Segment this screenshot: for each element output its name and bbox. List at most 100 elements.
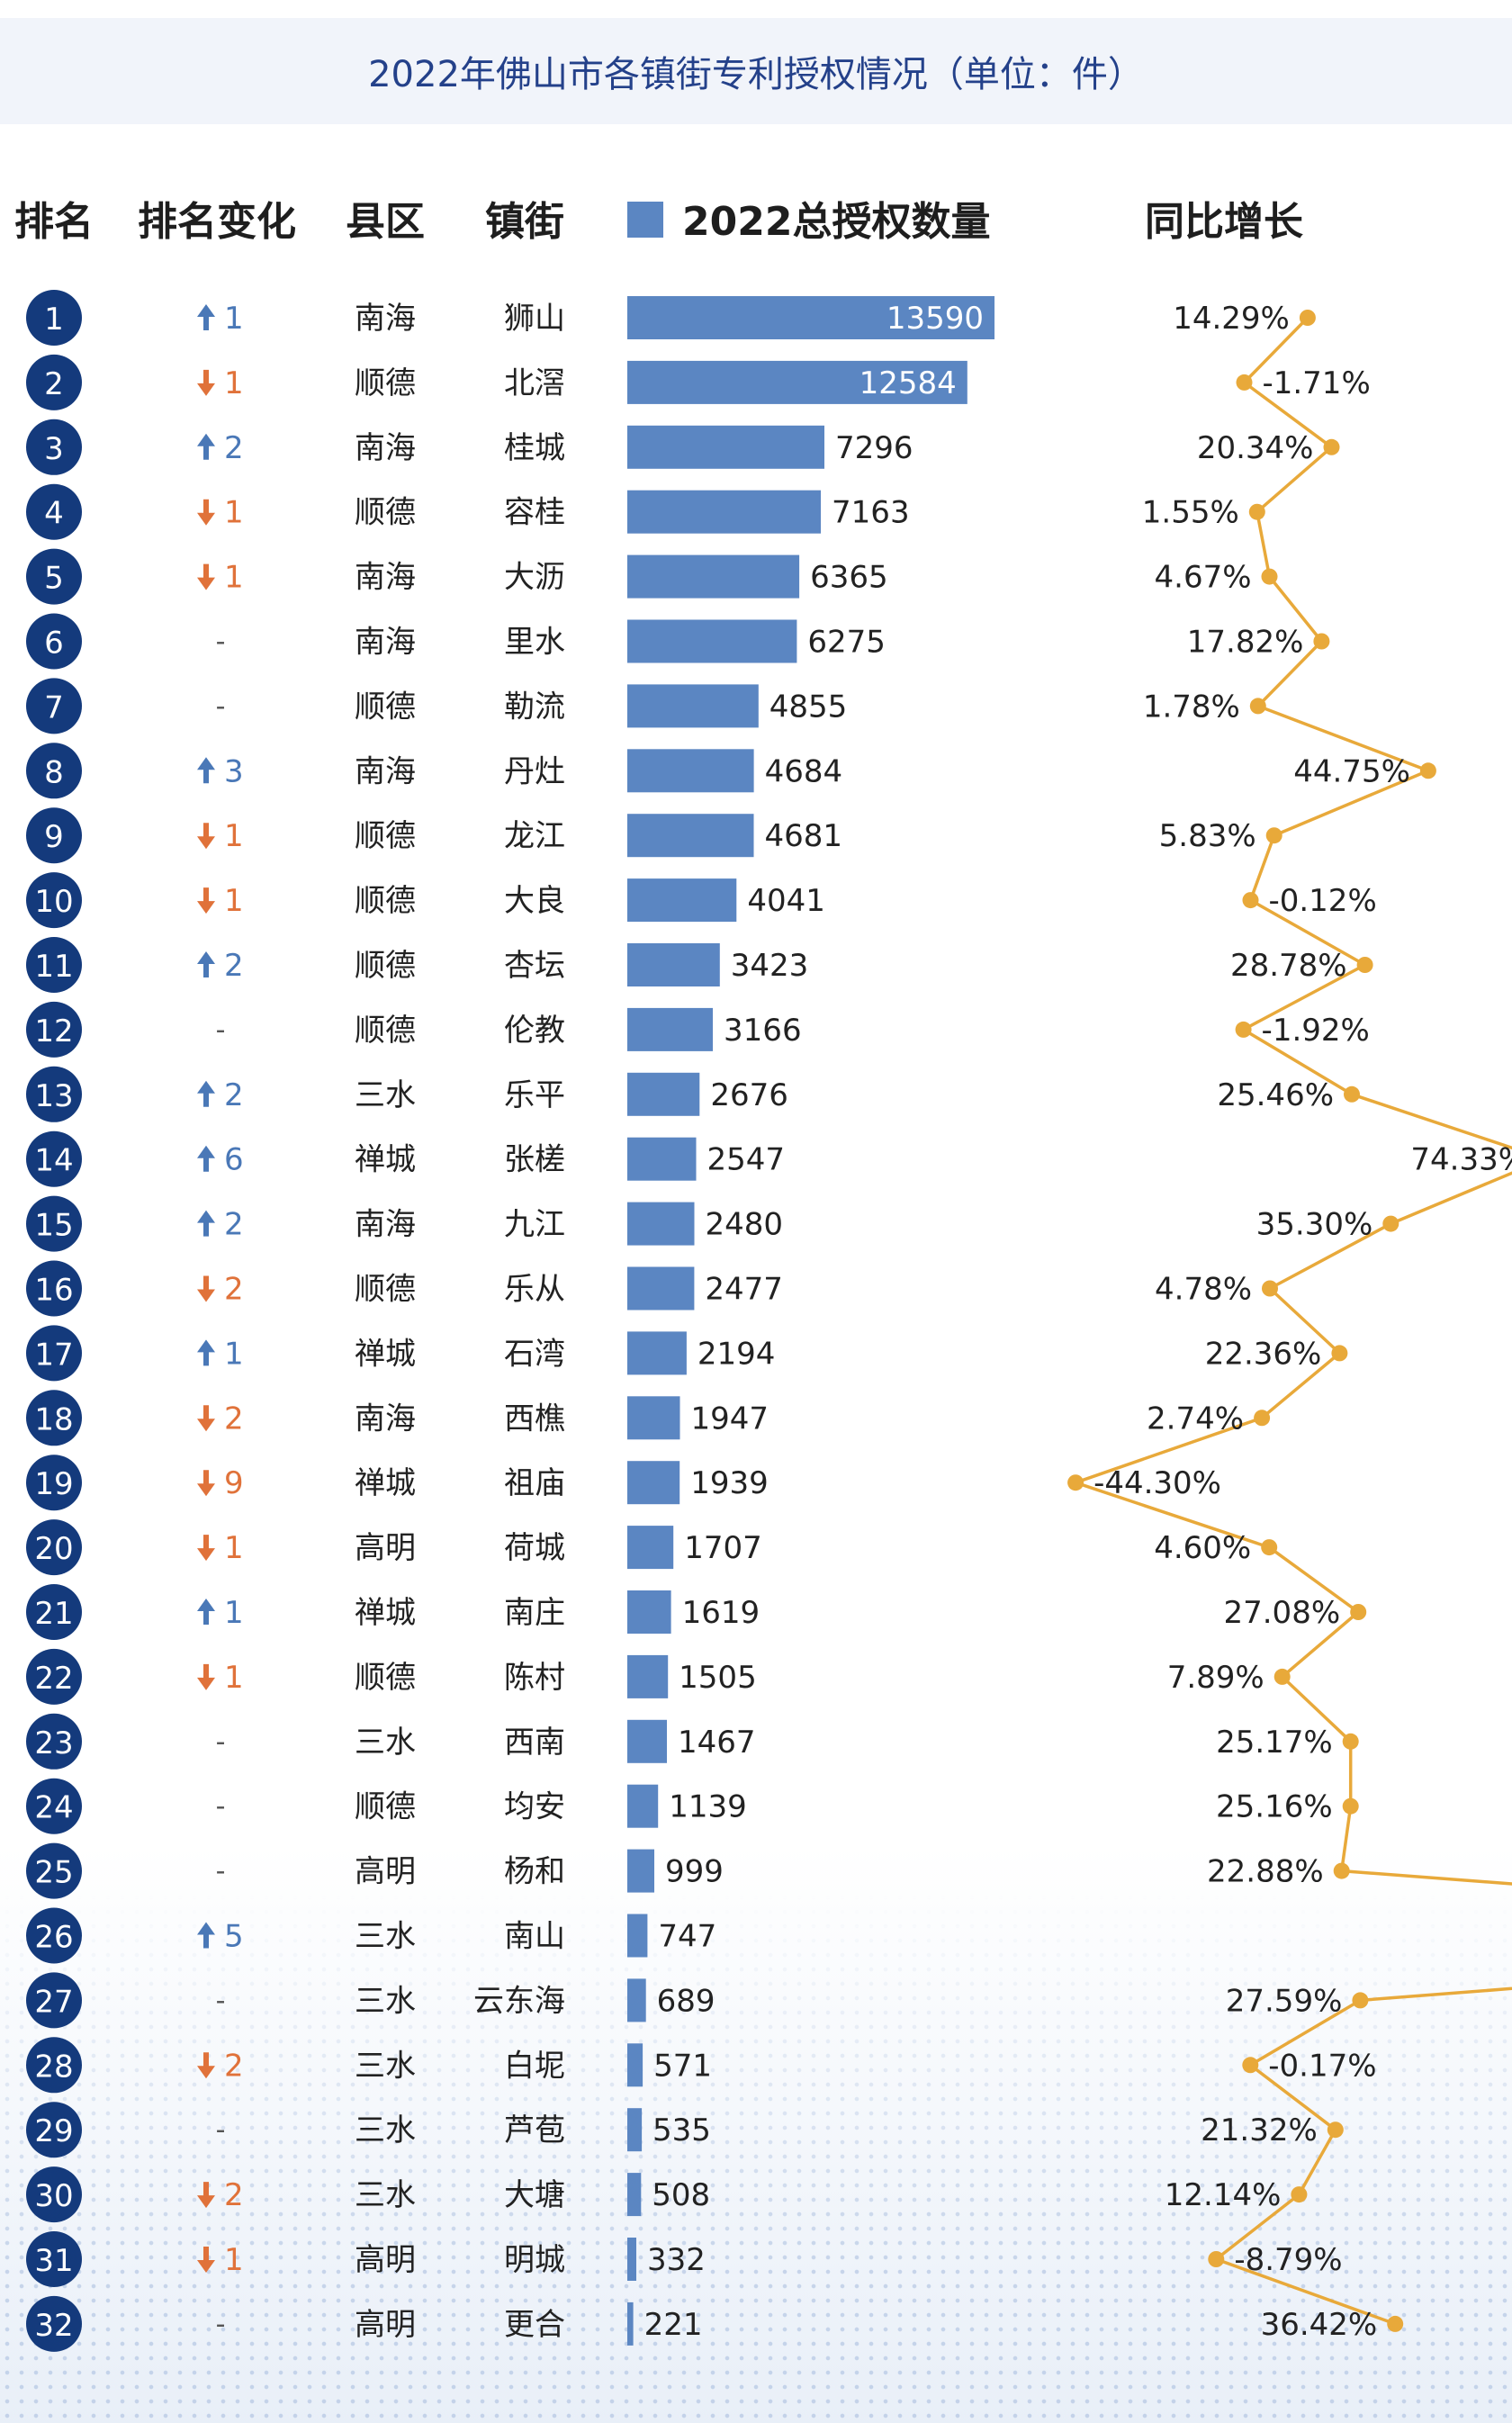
arrow-down-icon bbox=[197, 1535, 215, 1562]
rank-number: 24 bbox=[34, 1790, 73, 1826]
rank-circle bbox=[26, 1195, 82, 1252]
district-label: 高明 bbox=[355, 1530, 416, 1566]
town-label: 龙江 bbox=[504, 818, 565, 854]
rank-change-value: 2 bbox=[224, 948, 244, 984]
town-label: 白坭 bbox=[504, 2048, 565, 2084]
rank-number: 32 bbox=[34, 2308, 73, 2344]
rank-number: 29 bbox=[34, 2113, 73, 2149]
growth-label: 22.36% bbox=[1205, 1336, 1322, 1372]
rank-circle bbox=[26, 1260, 82, 1317]
growth-point bbox=[1261, 1539, 1278, 1556]
bar bbox=[627, 425, 824, 469]
rank-number: 26 bbox=[34, 1920, 73, 1956]
bar bbox=[627, 1396, 680, 1440]
growth-point bbox=[1342, 1797, 1359, 1815]
rank-circle bbox=[26, 2102, 82, 2158]
rank-number: 15 bbox=[34, 1208, 73, 1244]
rank-change-none: - bbox=[216, 626, 226, 658]
rank-number: 18 bbox=[34, 1401, 73, 1437]
district-label: 三水 bbox=[355, 2177, 416, 2213]
legend-swatch-total bbox=[627, 202, 663, 238]
bar-value: 2477 bbox=[705, 1272, 783, 1308]
growth-point bbox=[1382, 1215, 1400, 1232]
arrow-up-icon bbox=[197, 1080, 215, 1107]
rank-change-value: 2 bbox=[224, 1401, 244, 1437]
district-label: 三水 bbox=[355, 1077, 416, 1113]
growth-point bbox=[1242, 2057, 1259, 2074]
town-label: 杏坛 bbox=[504, 948, 565, 984]
bar bbox=[627, 554, 800, 599]
rank-circle bbox=[26, 1001, 82, 1058]
district-label: 高明 bbox=[355, 2242, 416, 2278]
rank-number: 27 bbox=[34, 1984, 73, 2020]
rank-change-none: - bbox=[216, 1985, 226, 2016]
growth-label: 20.34% bbox=[1197, 430, 1314, 466]
district-label: 顺德 bbox=[355, 1272, 416, 1308]
bar-value: 1939 bbox=[690, 1465, 769, 1501]
growth-label: 35.30% bbox=[1256, 1207, 1373, 1243]
bar-value: 508 bbox=[652, 2177, 710, 2213]
background-gradient bbox=[0, 1845, 1512, 2423]
district-label: 顺德 bbox=[355, 689, 416, 725]
town-label: 西樵 bbox=[504, 1401, 565, 1437]
rank-change-none: - bbox=[216, 1014, 226, 1046]
bar-value: 332 bbox=[647, 2242, 706, 2278]
bar bbox=[627, 1849, 654, 1893]
growth-point bbox=[1235, 1021, 1252, 1038]
growth-label: 2.74% bbox=[1147, 1401, 1244, 1437]
arrow-down-icon bbox=[197, 2247, 215, 2273]
bar bbox=[627, 2301, 634, 2346]
town-label: 石湾 bbox=[504, 1336, 565, 1372]
rank-number: 21 bbox=[34, 1596, 73, 1632]
town-label: 杨和 bbox=[504, 1854, 565, 1890]
town-label: 大良 bbox=[504, 883, 565, 919]
arrow-down-icon bbox=[197, 2052, 215, 2079]
district-label: 南海 bbox=[355, 430, 416, 466]
rank-number: 8 bbox=[44, 754, 64, 790]
district-label: 南海 bbox=[355, 753, 416, 789]
rank-circle bbox=[26, 1842, 82, 1899]
growth-point bbox=[1261, 568, 1278, 585]
rank-circle bbox=[26, 1130, 82, 1187]
rank-number: 7 bbox=[44, 689, 64, 725]
town-label: 芦苞 bbox=[504, 2112, 565, 2148]
rank-circle bbox=[26, 1066, 82, 1122]
rank-number: 31 bbox=[34, 2243, 73, 2279]
growth-label: 25.17% bbox=[1216, 1725, 1333, 1761]
bar-value: 747 bbox=[658, 1919, 716, 1955]
rank-number: 1 bbox=[44, 302, 64, 338]
town-label: 云东海 bbox=[473, 1983, 565, 2019]
rank-change-none: - bbox=[216, 690, 226, 722]
rank-circle bbox=[26, 1907, 82, 1964]
growth-label: -44.30% bbox=[1094, 1465, 1221, 1501]
growth-label: 28.78% bbox=[1230, 948, 1347, 984]
bar-value: 6275 bbox=[807, 625, 886, 661]
bar bbox=[627, 1461, 680, 1505]
arrow-up-icon bbox=[197, 757, 215, 784]
bar bbox=[627, 1654, 669, 1698]
district-label: 顺德 bbox=[355, 1789, 416, 1825]
town-label: 丹灶 bbox=[504, 753, 565, 789]
bar-value: 4681 bbox=[765, 818, 843, 854]
rank-number: 5 bbox=[44, 561, 64, 597]
growth-label: 4.67% bbox=[1155, 560, 1252, 596]
growth-label: 25.16% bbox=[1216, 1789, 1333, 1825]
town-label: 伦教 bbox=[504, 1013, 565, 1049]
bar bbox=[627, 749, 754, 793]
rank-number: 12 bbox=[34, 1013, 73, 1049]
bar bbox=[627, 1590, 671, 1634]
bar bbox=[627, 814, 754, 858]
rank-number: 28 bbox=[34, 2049, 73, 2085]
rank-change-value: 1 bbox=[224, 2242, 244, 2278]
rank-change-value: 1 bbox=[224, 495, 244, 531]
rank-circle bbox=[26, 872, 82, 929]
rank-circle bbox=[26, 678, 82, 734]
district-label: 高明 bbox=[355, 1854, 416, 1890]
rank-change-none: - bbox=[216, 1791, 226, 1823]
district-label: 三水 bbox=[355, 1983, 416, 2019]
arrow-down-icon bbox=[197, 2182, 215, 2209]
district-label: 顺德 bbox=[355, 365, 416, 401]
bar-value: 3166 bbox=[724, 1013, 802, 1049]
growth-point bbox=[1331, 1345, 1348, 1362]
bar-value: 7163 bbox=[832, 495, 910, 531]
